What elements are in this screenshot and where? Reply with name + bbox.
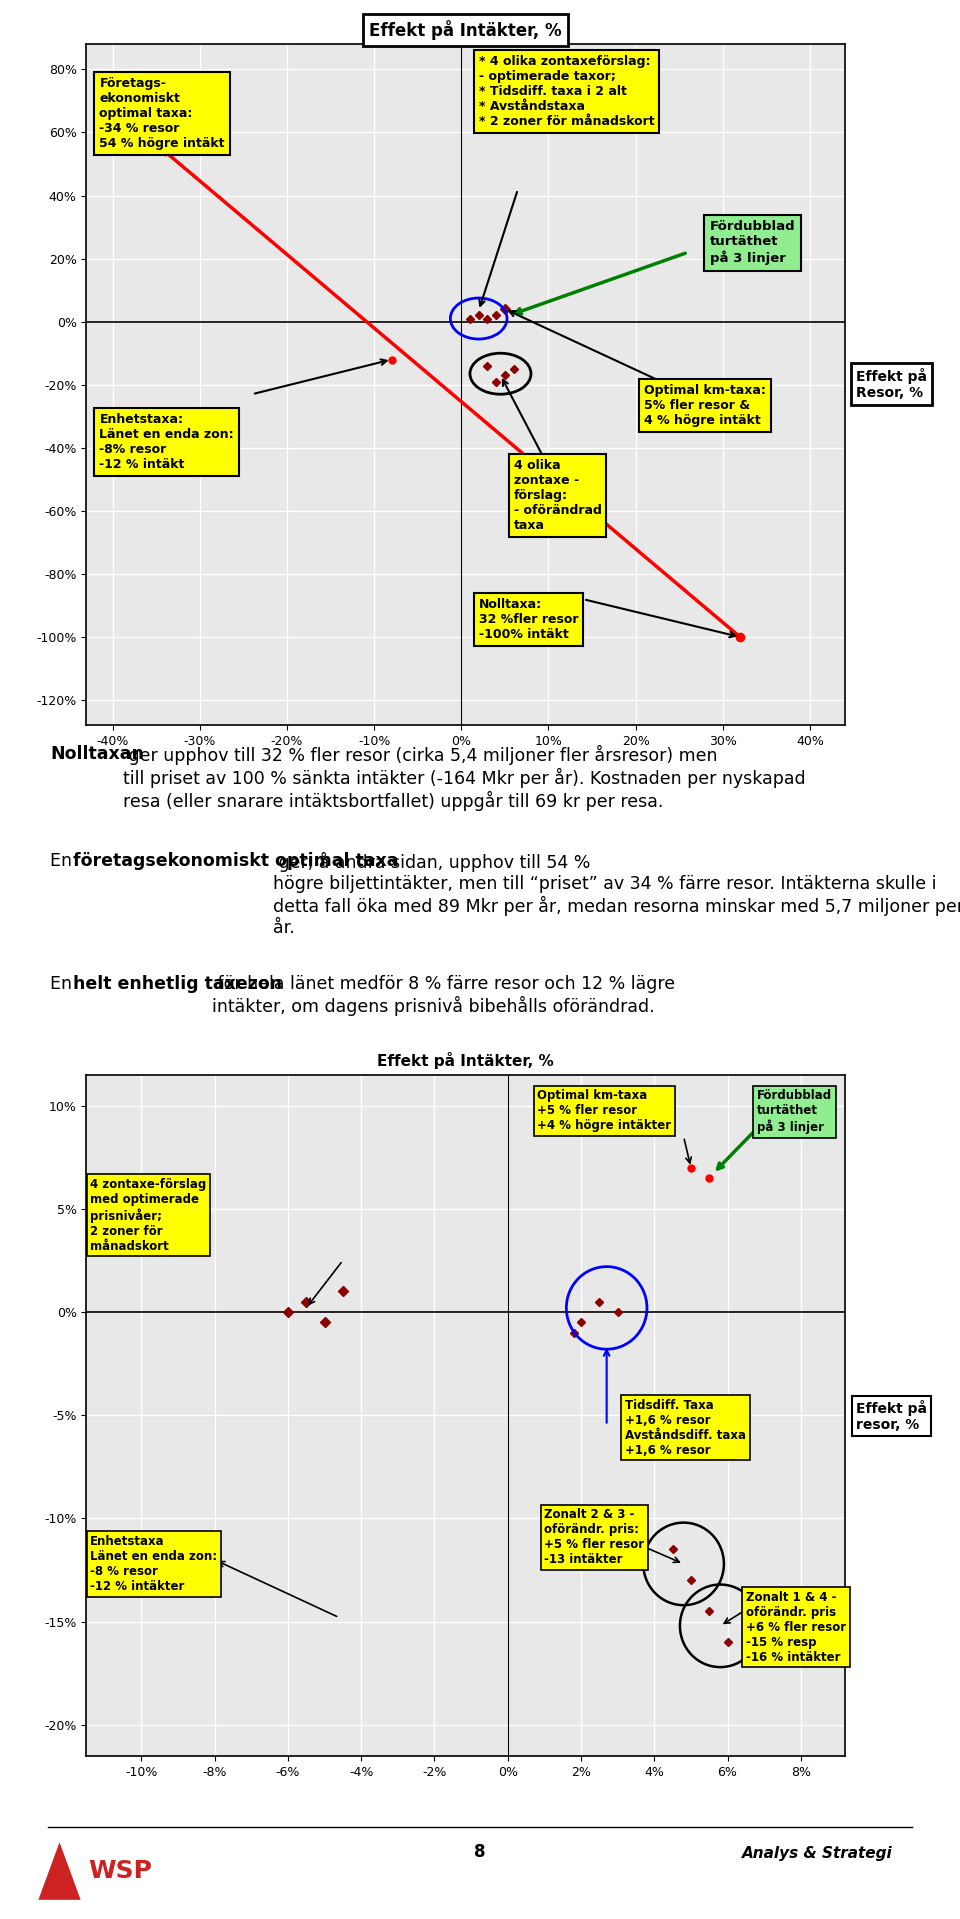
Text: 8: 8 <box>474 1844 486 1861</box>
Text: 4 zontaxe-förslag
med optimerade
prisnivåer;
2 zoner för
månadskort: 4 zontaxe-förslag med optimerade prisniv… <box>90 1178 206 1253</box>
Text: ger upphov till 32 % fler resor (cirka 5,4 miljoner fler årsresor) men
till pris: ger upphov till 32 % fler resor (cirka 5… <box>123 745 805 812</box>
Text: WSP: WSP <box>88 1860 153 1883</box>
Text: Enhetstaxa
Länet en enda zon:
-8 % resor
-12 % intäkter: Enhetstaxa Länet en enda zon: -8 % resor… <box>90 1535 217 1593</box>
Text: Enhetstaxa:
Länet en enda zon:
-8% resor
-12 % intäkt: Enhetstaxa: Länet en enda zon: -8% resor… <box>100 413 234 470</box>
Text: Effekt på
resor, %: Effekt på resor, % <box>856 1401 927 1432</box>
Title: Effekt på Intäkter, %: Effekt på Intäkter, % <box>377 1052 554 1069</box>
Text: Företags-
ekonomiskt
optimal taxa:
-34 % resor
54 % högre intäkt: Företags- ekonomiskt optimal taxa: -34 %… <box>100 77 225 150</box>
Text: Nolltaxan: Nolltaxan <box>50 745 144 762</box>
Text: Optimal km-taxa:
5% fler resor &
4 % högre intäkt: Optimal km-taxa: 5% fler resor & 4 % hög… <box>644 384 766 426</box>
Text: Optimal km-taxa
+5 % fler resor
+4 % högre intäkter: Optimal km-taxa +5 % fler resor +4 % hög… <box>537 1090 671 1132</box>
Text: Effekt på
Resor, %: Effekt på Resor, % <box>856 368 927 399</box>
Text: Fördubblad
turtäthet
på 3 linjer: Fördubblad turtäthet på 3 linjer <box>709 221 795 265</box>
Text: Tidsdiff. Taxa
+1,6 % resor
Avståndsdiff. taxa
+1,6 % resor: Tidsdiff. Taxa +1,6 % resor Avståndsdiff… <box>625 1399 746 1457</box>
Text: * 4 olika zontaxeförslag:
- optimerade taxor;
* Tidsdiff. taxa i 2 alt
* Avstånd: * 4 olika zontaxeförslag: - optimerade t… <box>479 56 655 129</box>
Text: ger, å andra sidan, upphov till 54 %
högre biljettintäkter, men till “priset” av: ger, å andra sidan, upphov till 54 % hög… <box>273 852 960 936</box>
Text: Zonalt 1 & 4 -
oförändr. pris
+6 % fler resor
-15 % resp
-16 % intäkter: Zonalt 1 & 4 - oförändr. pris +6 % fler … <box>746 1591 846 1664</box>
Text: företagsekonomiskt optimal taxa: företagsekonomiskt optimal taxa <box>73 852 398 869</box>
Text: för hela länet medför 8 % färre resor och 12 % lägre
intäkter, om dagens prisniv: för hela länet medför 8 % färre resor oc… <box>212 975 675 1017</box>
Polygon shape <box>38 1842 81 1900</box>
Title: Effekt på Intäkter, %: Effekt på Intäkter, % <box>370 19 562 40</box>
Text: 4 olika
zontaxe -
förslag:
- oförändrad
taxa: 4 olika zontaxe - förslag: - oförändrad … <box>514 459 601 532</box>
Text: Analys & Strategi: Analys & Strategi <box>742 1846 893 1861</box>
Text: Nolltaxa:
32 %fler resor
-100% intäkt: Nolltaxa: 32 %fler resor -100% intäkt <box>479 599 578 641</box>
Text: helt enhetlig taxezon: helt enhetlig taxezon <box>73 975 282 992</box>
Text: Fördubblad
turtäthet
på 3 linjer: Fördubblad turtäthet på 3 linjer <box>756 1090 832 1134</box>
Text: En: En <box>50 975 78 992</box>
Text: Zonalt 2 & 3 -
oförändr. pris:
+5 % fler resor
-13 intäkter: Zonalt 2 & 3 - oförändr. pris: +5 % fler… <box>544 1508 644 1566</box>
Text: En: En <box>50 852 78 869</box>
